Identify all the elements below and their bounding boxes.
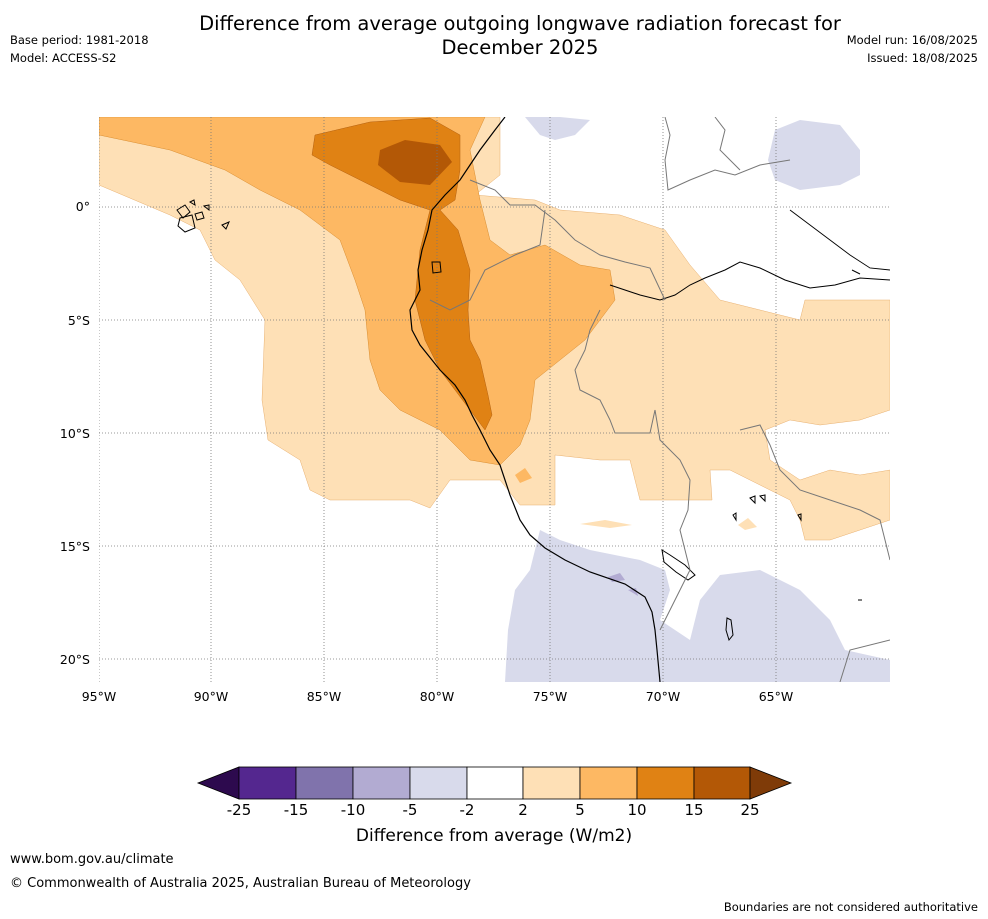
anomaly-neg-2-5-northeast (768, 120, 860, 190)
anomaly-5-10-region (99, 117, 616, 466)
footer-url: www.bom.gov.au/climate (10, 852, 174, 867)
colorbar-swatch (522, 766, 581, 800)
meta-right: Model run: 16/08/2025 Issued: 18/08/2025 (847, 31, 978, 67)
lon-label: 65°W (759, 689, 794, 704)
chart-title: Difference from average outgoing longwav… (199, 12, 841, 59)
issued-date: Issued: 18/08/2025 (867, 51, 978, 65)
colorbar-tick: 25 (740, 801, 760, 819)
colorbar-tick: -10 (340, 801, 366, 819)
lat-label: 10°S (60, 426, 90, 441)
meta-left: Base period: 1981-2018 Model: ACCESS-S2 (10, 31, 149, 67)
model-name: Model: ACCESS-S2 (10, 51, 117, 65)
colorbar-tick: -25 (226, 801, 252, 819)
anomaly-neg-5-10-patch (628, 588, 638, 596)
anomaly-neg-2-5-south (505, 530, 890, 682)
anomaly-neg-2-5-north (525, 117, 590, 140)
anomaly-5-10-patch (515, 468, 532, 483)
lake-titicaca (661, 548, 696, 581)
colorbar-tick: 2 (518, 801, 528, 819)
lon-label: 85°W (307, 689, 342, 704)
footer-disclaimer: Boundaries are not considered authoritat… (723, 900, 978, 914)
amazon-river (609, 261, 890, 301)
river (789, 209, 890, 271)
coastline (409, 117, 661, 682)
lon-label: 75°W (533, 689, 568, 704)
lake (431, 261, 442, 274)
colorbar-swatch (466, 766, 524, 800)
galapagos-islands (176, 199, 230, 233)
lon-label: 95°W (82, 689, 117, 704)
colorbar-tick: 15 (684, 801, 704, 819)
colorbar (196, 766, 793, 800)
lat-label: 0° (76, 199, 90, 214)
lat-label: 15°S (60, 539, 90, 554)
lon-label: 80°W (420, 689, 455, 704)
colorbar-tick: -15 (283, 801, 309, 819)
model-run: Model run: 16/08/2025 (846, 33, 978, 47)
lat-label: 20°S (60, 652, 90, 667)
colorbar-swatch (579, 766, 638, 800)
anomaly-15-25-region (378, 140, 452, 185)
anomaly-2-5-patch (738, 518, 757, 530)
lon-label: 90°W (194, 689, 229, 704)
colorbar-tick: -2 (459, 801, 475, 819)
colorbar-tick: 5 (575, 801, 585, 819)
colorbar-min-arrow (196, 766, 240, 800)
colorbar-swatch (295, 766, 354, 800)
lat-label: 5°S (68, 313, 90, 328)
colorbar-swatch (636, 766, 695, 800)
anomaly-10-15-region (311, 117, 493, 431)
lat-axis-labels: 0° 5°S 10°S 15°S 20°S (60, 199, 90, 667)
lon-axis-labels: 95°W 90°W 85°W 80°W 75°W 70°W 65°W (82, 689, 794, 704)
colorbar-tick: -5 (402, 801, 418, 819)
anomaly-2-5-patch (580, 520, 632, 528)
base-period: Base period: 1981-2018 (10, 33, 149, 47)
lake (725, 617, 734, 642)
colorbar-swatch (409, 766, 468, 800)
colorbar-tick: 10 (627, 801, 647, 819)
graticule (99, 117, 890, 682)
colorbar-max-arrow (749, 766, 793, 800)
small-lakes (732, 269, 862, 601)
map-fields (99, 117, 890, 682)
colorbar-title: Difference from average (W/m2) (355, 826, 633, 846)
colorbar-swatch (693, 766, 751, 800)
footer-copyright: © Commonwealth of Australia 2025, Austra… (10, 876, 471, 891)
country-borders (429, 117, 890, 682)
lon-label: 70°W (646, 689, 681, 704)
colorbar-swatch (238, 766, 297, 800)
colorbar-swatch (352, 766, 411, 800)
